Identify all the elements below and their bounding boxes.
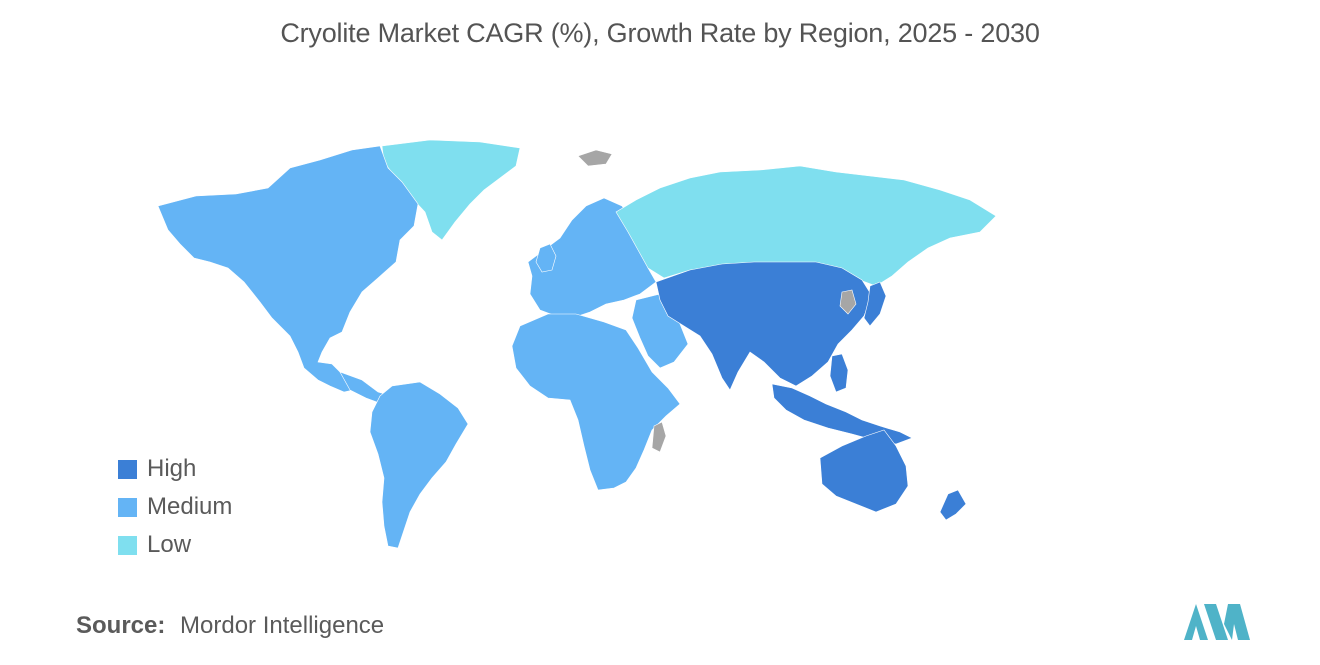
region-south-america [369, 381, 469, 549]
logo-shape-middle [1204, 604, 1228, 640]
region-africa [511, 313, 681, 491]
source-label: Source: [76, 612, 166, 639]
source-line: Source: Mordor Intelligence [76, 612, 384, 640]
source-value: Mordor Intelligence [180, 612, 385, 639]
legend: High Medium Low [118, 450, 232, 564]
chart-title: Cryolite Market CAGR (%), Growth Rate by… [280, 18, 1040, 48]
region-australia [819, 429, 909, 513]
legend-item-high: High [118, 450, 232, 488]
legend-label-high: High [147, 455, 197, 482]
region-uk [535, 243, 557, 273]
mordor-intelligence-logo-icon [1184, 604, 1250, 640]
legend-item-medium: Medium [118, 488, 232, 526]
region-japan [863, 281, 887, 327]
region-madagascar [651, 421, 667, 453]
legend-label-medium: Medium [147, 493, 233, 520]
region-new-zealand [939, 489, 967, 521]
legend-swatch-low [118, 535, 137, 555]
logo-shape-right [1224, 604, 1250, 640]
region-philippines [829, 353, 849, 393]
legend-swatch-high [118, 459, 137, 479]
logo-shape-left [1184, 604, 1208, 640]
legend-label-low: Low [147, 531, 192, 558]
legend-swatch-medium [118, 497, 137, 517]
region-asia-pacific [655, 261, 873, 391]
region-svalbard [577, 149, 613, 167]
region-southeast-asia [771, 383, 913, 445]
region-korea [839, 289, 857, 315]
legend-item-low: Low [118, 526, 232, 564]
region-north-america [157, 145, 419, 393]
